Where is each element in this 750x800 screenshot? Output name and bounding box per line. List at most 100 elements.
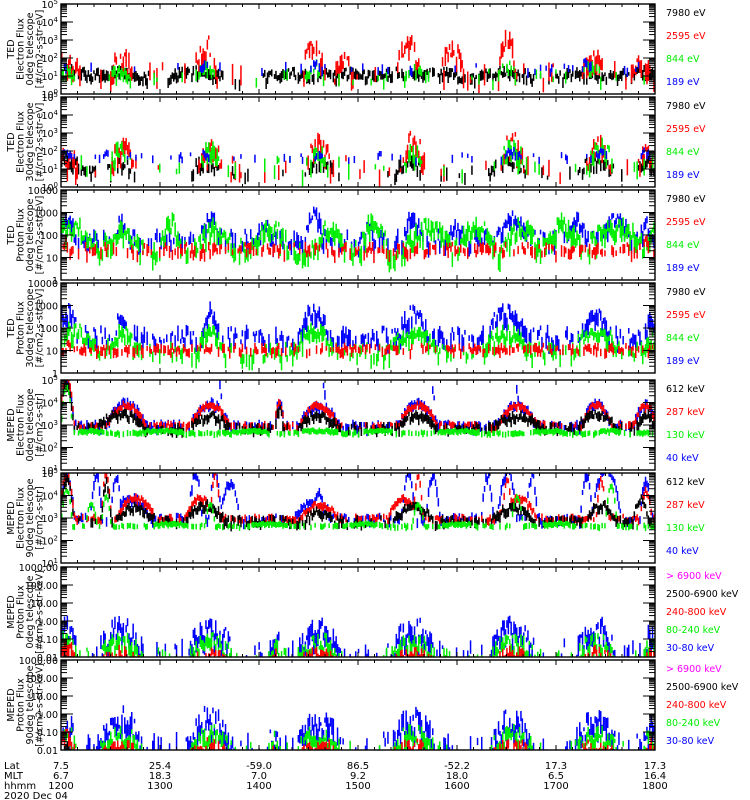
data-bar <box>171 72 174 79</box>
data-bar <box>310 218 312 224</box>
data-bar <box>86 232 88 249</box>
data-bar <box>161 62 164 71</box>
data-bar <box>370 247 372 254</box>
data-bar <box>636 420 638 431</box>
data-bar <box>364 334 367 339</box>
data-bar <box>412 160 414 171</box>
data-bar <box>475 430 477 437</box>
data-bar <box>504 72 507 77</box>
data-bar <box>223 229 225 238</box>
data-bar <box>216 148 218 167</box>
data-bar <box>621 169 623 182</box>
data-bar <box>475 422 477 428</box>
data-bar <box>82 428 84 436</box>
data-bar <box>425 330 427 343</box>
data-bar <box>559 172 561 185</box>
data-bar <box>566 326 568 340</box>
data-bar <box>343 348 346 356</box>
data-bar <box>398 337 400 354</box>
data-bar <box>278 408 280 419</box>
data-bar <box>479 242 482 253</box>
data-bar <box>307 427 309 434</box>
data-bar <box>586 153 588 158</box>
data-bar <box>415 410 417 420</box>
data-bar <box>238 79 241 92</box>
data-bar <box>247 168 249 182</box>
data-bar <box>366 248 368 258</box>
data-bar <box>535 244 538 263</box>
data-bar <box>588 246 591 265</box>
data-bar <box>168 77 171 86</box>
data-bar <box>103 344 105 351</box>
data-bar <box>385 428 388 433</box>
data-bar <box>238 347 241 357</box>
data-bar <box>69 248 71 260</box>
data-bar <box>439 429 441 434</box>
data-bar <box>373 332 375 342</box>
data-bar <box>322 140 325 148</box>
data-bar <box>492 346 494 355</box>
data-bar <box>538 161 540 175</box>
data-bar <box>416 145 419 158</box>
data-bar <box>170 74 172 85</box>
data-bar <box>91 247 94 257</box>
data-bar <box>524 325 526 343</box>
data-bar <box>433 68 435 77</box>
data-bar <box>208 163 210 174</box>
data-bar <box>62 218 64 234</box>
data-bar <box>574 220 577 233</box>
data-bar <box>587 431 589 437</box>
data-bar <box>633 247 636 259</box>
data-bar <box>268 422 270 432</box>
data-bar <box>443 245 445 256</box>
data-bar <box>538 420 540 430</box>
data-bar <box>107 244 109 250</box>
data-bar <box>79 323 81 329</box>
data-bar <box>580 424 582 433</box>
data-bar <box>308 306 311 316</box>
data-bar <box>419 413 421 419</box>
data-bar <box>499 307 501 322</box>
data-bar <box>590 347 592 354</box>
data-bar <box>76 425 78 431</box>
data-bar <box>420 160 423 164</box>
data-bar <box>378 423 381 430</box>
data-bar <box>406 319 409 339</box>
data-bar <box>82 235 84 242</box>
legend-entry: 189 eV <box>666 170 700 181</box>
data-bar <box>83 66 85 77</box>
data-bar <box>341 430 343 436</box>
data-bar <box>76 156 78 165</box>
data-bar <box>334 429 336 435</box>
data-bar <box>118 401 120 408</box>
data-bar <box>406 234 409 244</box>
data-bar <box>325 346 328 351</box>
data-bar <box>73 222 76 238</box>
data-bar <box>636 161 638 180</box>
data-bar <box>234 79 237 90</box>
data-bar <box>245 244 248 258</box>
data-bar <box>436 221 438 233</box>
data-bar <box>224 423 227 434</box>
data-bar <box>262 229 265 248</box>
data-bar <box>223 419 225 429</box>
data-bar <box>341 54 343 72</box>
data-bar <box>212 163 214 170</box>
data-bar <box>443 425 445 433</box>
data-bar <box>644 404 647 413</box>
data-bar <box>499 430 501 436</box>
data-bar <box>182 430 185 438</box>
data-bar <box>464 248 466 257</box>
data-bar <box>202 403 204 410</box>
data-bar <box>507 407 510 416</box>
data-bar <box>314 146 316 164</box>
data-bar <box>639 407 641 417</box>
data-bar <box>426 249 428 255</box>
data-bar <box>240 154 242 159</box>
data-bar <box>142 347 144 359</box>
data-bar <box>450 242 452 248</box>
data-bar <box>637 422 640 432</box>
data-bar <box>329 347 332 353</box>
data-bar <box>462 247 465 254</box>
data-bar <box>415 404 417 410</box>
